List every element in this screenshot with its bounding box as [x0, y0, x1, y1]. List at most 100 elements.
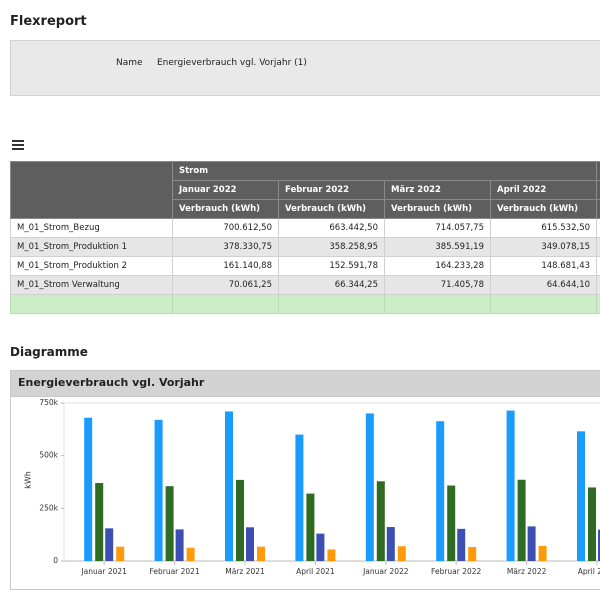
bar: [327, 549, 335, 561]
bar: [436, 421, 444, 561]
value-cell: 385.591,19: [385, 238, 491, 257]
x-tick-label: März 2022: [507, 567, 547, 576]
bar: [84, 418, 92, 561]
bar: [246, 527, 254, 561]
x-tick-label: Februar 2021: [149, 567, 199, 576]
x-tick-label: April 2022: [578, 567, 600, 576]
bar: [116, 547, 124, 561]
bar: [468, 547, 476, 561]
month-header: März 2022: [385, 181, 491, 200]
cell: [597, 295, 600, 314]
page-title: Flexreport: [10, 14, 87, 29]
month-header: Februar 2022: [279, 181, 385, 200]
unit-header: Verbrauch (kWh): [173, 200, 279, 219]
table-row: M_01_Strom Verwaltung70.061,2566.344,257…: [11, 276, 600, 295]
value-cell: 71.405,78: [385, 276, 491, 295]
bar: [518, 480, 526, 561]
bar: [225, 411, 233, 561]
value-cell: 700.612,50: [173, 219, 279, 238]
bar: [447, 486, 455, 561]
bar: [295, 435, 303, 561]
bar: [236, 480, 244, 561]
bar: [166, 486, 174, 561]
unit-header: Verbrauch (kWh): [385, 200, 491, 219]
form-panel: [10, 40, 600, 96]
value-cell: 358.258,95: [279, 238, 385, 257]
cell: [279, 295, 385, 314]
y-tick-label: 750k: [39, 398, 58, 407]
cell: [597, 257, 600, 276]
cell: [173, 295, 279, 314]
bar: [398, 546, 406, 561]
header-row: Strom: [11, 162, 600, 181]
x-tick-label: Januar 2022: [362, 567, 409, 576]
value-cell: 152.591,78: [279, 257, 385, 276]
field-value: Energieverbrauch vgl. Vorjahr (1): [157, 58, 307, 68]
unit-header: Verbrauch (kWh): [279, 200, 385, 219]
cell: [385, 295, 491, 314]
table-row: M_01_Strom_Produktion 1378.330,75358.258…: [11, 238, 600, 257]
value-cell: 349.078,15: [491, 238, 597, 257]
summary-row: [11, 295, 600, 314]
header-cell: [597, 162, 600, 181]
menu-icon[interactable]: [12, 140, 24, 150]
bar: [257, 547, 265, 561]
month-header: Januar 2022: [173, 181, 279, 200]
bar: [588, 487, 596, 561]
bar: [306, 494, 314, 561]
chart-title: Energieverbrauch vgl. Vorjahr: [18, 376, 205, 389]
value-cell: 70.061,25: [173, 276, 279, 295]
bar: [176, 529, 184, 561]
bar: [528, 526, 536, 561]
name-cell: M_01_Strom Verwaltung: [11, 276, 173, 295]
group-header: Strom: [173, 162, 597, 181]
bar: [507, 411, 515, 561]
header-cell: [597, 181, 600, 200]
cell: [597, 276, 600, 295]
y-axis-label: kWh: [24, 471, 33, 489]
value-cell: 378.330,75: [173, 238, 279, 257]
x-tick-label: März 2021: [225, 567, 265, 576]
name-cell: M_01_Strom_Bezug: [11, 219, 173, 238]
bar: [155, 420, 163, 561]
bar: [95, 483, 103, 561]
value-cell: 64.644,10: [491, 276, 597, 295]
value-cell: 663.442,50: [279, 219, 385, 238]
cell: [491, 295, 597, 314]
corner-cell: [11, 162, 173, 219]
bar: [105, 528, 113, 561]
bar: [366, 413, 374, 561]
table-container: StromJanuar 2022Februar 2022März 2022Apr…: [10, 161, 600, 321]
name-cell: M_01_Strom_Produktion 2: [11, 257, 173, 276]
value-cell: 714.057,75: [385, 219, 491, 238]
x-tick-label: Januar 2021: [80, 567, 127, 576]
bar: [539, 546, 547, 561]
cell: [597, 219, 600, 238]
y-tick-label: 0: [53, 556, 58, 565]
value-cell: 615.532,50: [491, 219, 597, 238]
bar: [387, 527, 395, 561]
bar: [377, 481, 385, 561]
month-header: April 2022: [491, 181, 597, 200]
section-title: Diagramme: [10, 345, 88, 359]
bar: [316, 534, 324, 561]
bar: [187, 548, 195, 561]
cell: [597, 238, 600, 257]
table-row: M_01_Strom_Produktion 2161.140,88152.591…: [11, 257, 600, 276]
y-tick-label: 250k: [39, 503, 58, 512]
bar: [577, 431, 585, 561]
y-tick-label: 500k: [39, 451, 58, 460]
value-cell: 66.344,25: [279, 276, 385, 295]
data-table: StromJanuar 2022Februar 2022März 2022Apr…: [10, 161, 600, 314]
value-cell: 161.140,88: [173, 257, 279, 276]
field-label: Name: [116, 58, 143, 68]
bar: [457, 529, 465, 561]
value-cell: 148.681,43: [491, 257, 597, 276]
chart: Energieverbrauch vgl. Vorjahr kWh 0 250k 5…: [10, 370, 600, 590]
header-cell: [597, 200, 600, 219]
x-tick-label: Februar 2022: [431, 567, 481, 576]
value-cell: 164.233,28: [385, 257, 491, 276]
table-row: M_01_Strom_Bezug700.612,50663.442,50714.…: [11, 219, 600, 238]
x-tick-label: April 2021: [296, 567, 335, 576]
